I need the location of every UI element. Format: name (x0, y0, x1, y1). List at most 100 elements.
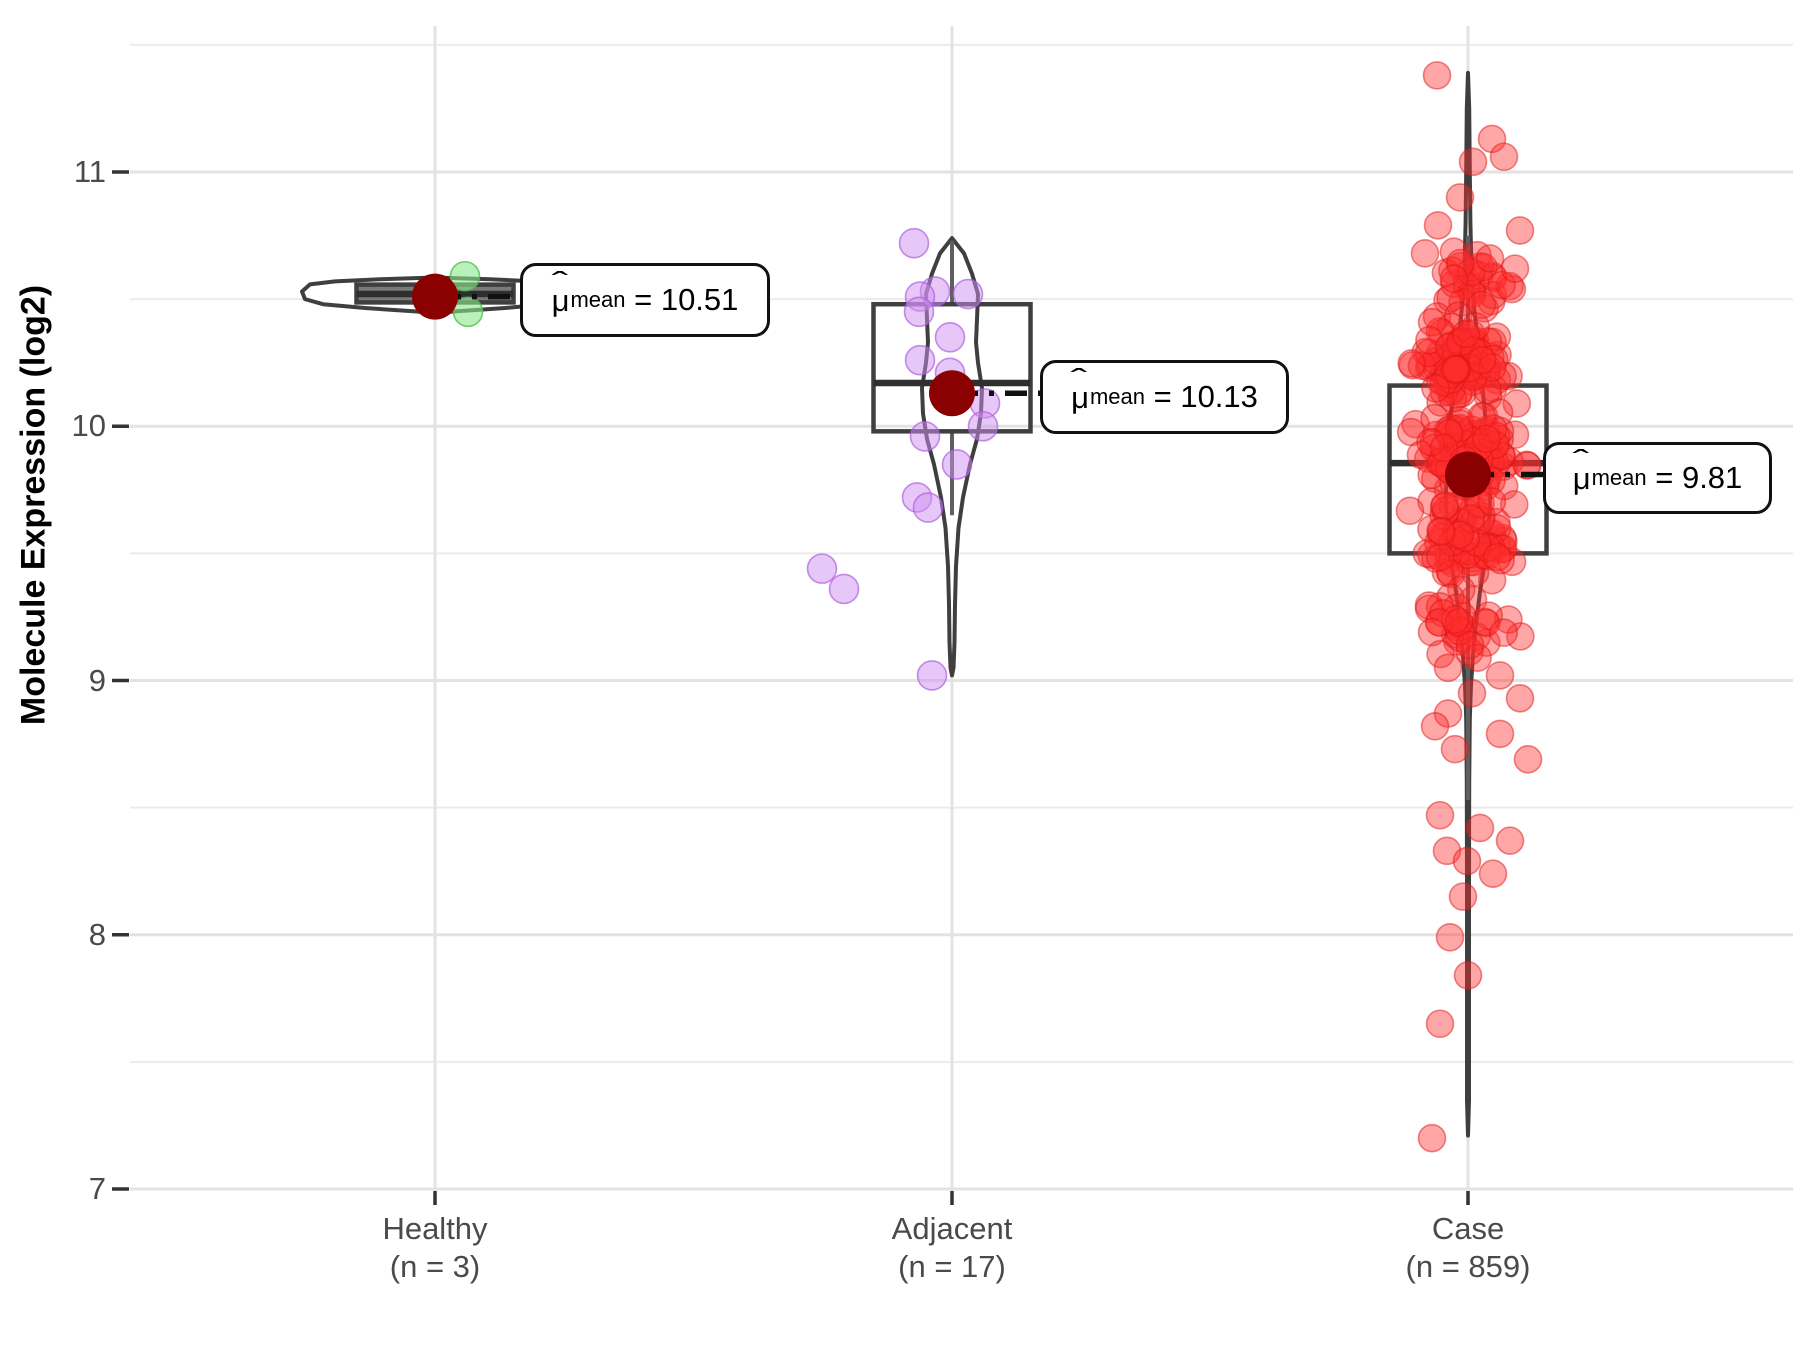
data-point (1500, 254, 1530, 283)
x-label-case: Case (n = 859) (1348, 1210, 1588, 1286)
data-point (1485, 661, 1515, 690)
data-point (1456, 504, 1486, 533)
data-point (1467, 402, 1497, 431)
mean-value: = 10.13 (1145, 379, 1258, 414)
mu-subscript: mean (570, 287, 626, 312)
data-point (1410, 239, 1440, 268)
data-point (828, 573, 860, 605)
group-n: (n = 859) (1405, 1249, 1531, 1284)
data-point (1397, 349, 1426, 378)
data-point (1477, 353, 1507, 382)
mean-point (929, 370, 975, 417)
data-point (806, 553, 838, 584)
mean-annotation-adjacent: ˆ μ mean = 10.13 (1040, 360, 1289, 434)
data-point (1427, 517, 1456, 546)
data-point (1479, 344, 1509, 374)
data-point (1423, 211, 1453, 240)
y-tick-label-10: 10 (71, 408, 106, 443)
data-point (1506, 622, 1535, 651)
data-point (1422, 302, 1452, 331)
data-point (1455, 630, 1485, 660)
x-label-healthy: Healthy (n = 3) (325, 1210, 545, 1286)
data-point (1430, 491, 1460, 520)
data-point (1467, 345, 1497, 375)
data-point (1425, 1009, 1455, 1039)
data-point (1439, 264, 1469, 294)
data-point (1452, 846, 1482, 876)
data-point (934, 321, 966, 353)
data-point (1451, 319, 1481, 349)
data-point (1467, 290, 1497, 320)
data-point (1445, 520, 1475, 550)
data-point (1445, 183, 1475, 212)
data-point (909, 421, 941, 452)
data-point (904, 344, 936, 376)
data-point (967, 410, 999, 442)
data-point (912, 492, 944, 523)
data-point (1440, 354, 1470, 384)
data-point (1477, 487, 1507, 516)
data-point (1478, 859, 1508, 889)
data-point (1436, 559, 1466, 589)
data-point (1434, 418, 1464, 448)
data-point (1426, 639, 1455, 669)
data-point (1429, 433, 1459, 463)
mu-subscript: mean (1591, 465, 1647, 490)
data-point (1513, 745, 1543, 774)
data-point (1502, 389, 1532, 418)
data-point (1435, 922, 1465, 952)
data-point (941, 449, 973, 480)
data-point (1440, 734, 1470, 764)
mean-point (1445, 451, 1491, 498)
data-point (1482, 542, 1512, 572)
data-point (1417, 617, 1447, 647)
mu-subscript: mean (1089, 384, 1145, 409)
data-point (452, 296, 484, 328)
mean-value: = 10.51 (625, 282, 739, 317)
group-name: Adjacent (891, 1211, 1013, 1246)
data-point (1495, 826, 1525, 855)
data-point (1505, 683, 1535, 713)
y-axis-title: Molecule Expression (log2) (14, 284, 53, 726)
mean-value: = 9.81 (1646, 460, 1743, 495)
y-tick-label-9: 9 (88, 663, 106, 698)
group-n: (n = 17) (898, 1249, 1006, 1284)
data-point (1442, 355, 1471, 385)
data-point (1417, 1123, 1447, 1153)
y-tick-label-7: 7 (88, 1171, 106, 1206)
data-point (1489, 618, 1519, 647)
data-point (1440, 605, 1470, 634)
y-tick-label-11: 11 (73, 154, 106, 189)
data-point (1425, 542, 1455, 572)
data-point (1420, 711, 1450, 741)
mean-annotation-case: ˆ μ mean = 9.81 (1543, 442, 1772, 514)
data-point (1485, 719, 1515, 749)
data-point (1422, 61, 1452, 90)
data-point (916, 660, 948, 691)
data-point (1473, 382, 1503, 412)
data-point (1472, 424, 1501, 454)
data-point (1458, 585, 1488, 615)
data-point (898, 227, 930, 259)
data-point (1433, 416, 1463, 446)
data-point (1425, 800, 1455, 830)
group-name: Healthy (382, 1211, 488, 1246)
data-point (1453, 961, 1483, 990)
data-point (1465, 813, 1495, 843)
data-point (1433, 653, 1463, 683)
data-point (1475, 244, 1505, 273)
data-point (1458, 147, 1488, 177)
mean-annotation-healthy: ˆ μ mean = 10.51 (520, 263, 770, 337)
data-point (1395, 496, 1425, 526)
data-point (1448, 882, 1478, 911)
data-point (449, 260, 481, 292)
data-point (903, 296, 935, 328)
y-tick-label-8: 8 (88, 917, 106, 952)
group-name: Case (1431, 1211, 1505, 1246)
x-label-adjacent: Adjacent (n = 17) (832, 1210, 1072, 1286)
